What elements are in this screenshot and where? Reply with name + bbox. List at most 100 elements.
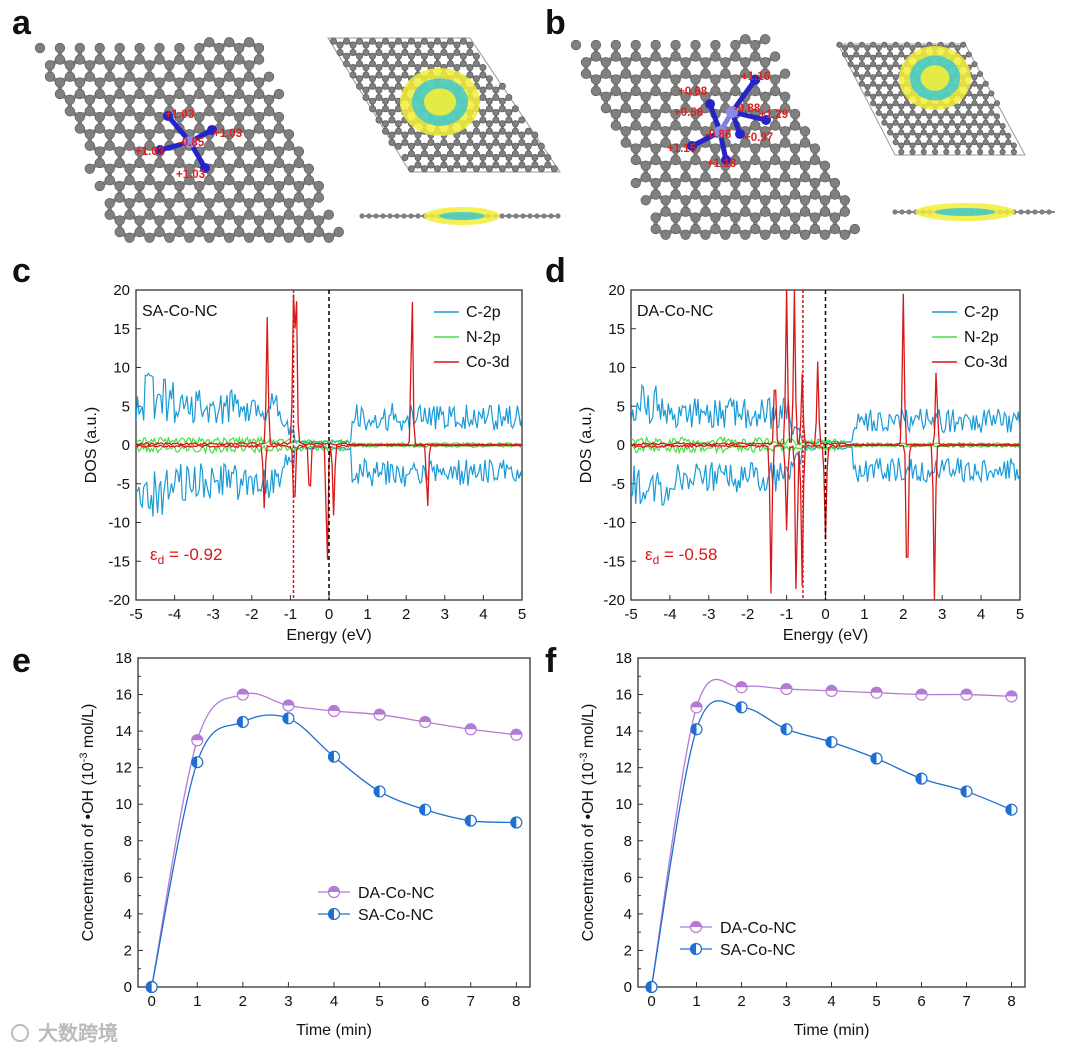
carbon-atom [174, 226, 185, 238]
carbon-atom [770, 154, 781, 166]
carbon-atom [960, 139, 967, 146]
carbon-atom [234, 157, 245, 169]
carbon-atom [590, 39, 602, 51]
y-axis-label-sup: -3 [78, 753, 90, 763]
nitrogen-atom [687, 141, 697, 151]
carbon-atom [224, 232, 235, 243]
carbon-atom [204, 198, 215, 209]
carbon-atom [293, 157, 305, 169]
carbon-atom [114, 42, 125, 54]
y-tick-label: -10 [603, 515, 625, 532]
carbon-atom [134, 88, 145, 100]
carbon-atom [94, 123, 105, 134]
carbon-atom [472, 150, 480, 158]
carbon-atom [690, 177, 701, 189]
carbon-atom [144, 175, 155, 186]
carbon-atom [892, 74, 899, 81]
carbon-atom [720, 229, 731, 240]
carbon-atom [224, 163, 235, 174]
carbon-atom [620, 57, 631, 68]
x-tick-label: -4 [663, 606, 676, 623]
carbon-atom [174, 157, 185, 169]
carbon-atom [273, 215, 285, 226]
carbon-atom [650, 51, 661, 62]
carbon-atom [114, 54, 125, 65]
carbon-atom [875, 64, 882, 71]
carbon-atom [670, 39, 681, 51]
carbon-atom [1032, 209, 1038, 215]
watermark-logo-icon [11, 1024, 29, 1042]
data-point-fill [282, 712, 289, 724]
carbon-atom [999, 148, 1006, 156]
carbon-atom [407, 142, 415, 150]
carbon-atom [154, 157, 165, 169]
carbon-atom [164, 209, 175, 220]
carbon-atom [64, 60, 76, 71]
carbon-atom [104, 106, 115, 117]
data-point-fill [510, 729, 522, 735]
carbon-atom [977, 148, 984, 156]
carbon-atom [977, 70, 984, 78]
carbon-atom [253, 123, 265, 134]
y-axis-label: Concentration of •OH (10-3 mol/L) [578, 704, 597, 942]
carbon-atom [433, 142, 441, 150]
carbon-atom [34, 42, 46, 54]
carbon-atom [870, 54, 877, 61]
carbon-atom [1010, 142, 1017, 149]
carbon-atom [903, 132, 910, 139]
carbon-atom [407, 60, 415, 68]
carbon-atom [620, 68, 631, 79]
carbon-atom [881, 113, 888, 120]
data-point-fill [871, 687, 882, 693]
carbon-atom [84, 163, 95, 174]
carbon-atom [999, 129, 1006, 136]
carbon-atom [499, 213, 505, 219]
carbon-atom [204, 140, 215, 151]
carbon-atom [253, 157, 265, 169]
data-point [510, 816, 523, 829]
carbon-atom [881, 74, 888, 81]
carbon-atom [971, 61, 978, 68]
carbon-atom [388, 109, 396, 116]
y-axis-label-main: Concentration of •OH (10 [580, 762, 597, 941]
carbon-atom [420, 52, 428, 60]
y-tick-label: 0 [122, 437, 130, 454]
carbon-atom [414, 41, 422, 49]
carbon-atom [710, 51, 721, 62]
carbon-atom [670, 120, 681, 131]
carbon-atom [414, 131, 422, 139]
carbon-atom [909, 109, 916, 117]
carbon-atom [620, 137, 631, 148]
carbon-atom [524, 165, 532, 173]
carbon-atom [988, 142, 995, 149]
carbon-atom [760, 126, 771, 137]
carbon-atom [440, 161, 448, 169]
carbon-atom [164, 94, 175, 105]
carbon-atom [498, 127, 506, 135]
carbon-atom [730, 212, 741, 223]
carbon-atom [466, 41, 474, 49]
carbon-atom [263, 232, 275, 243]
carbon-atom [1010, 148, 1017, 156]
carbon-atom [730, 177, 741, 189]
carbon-atom [809, 143, 821, 154]
carbon-atom [670, 51, 681, 62]
carbon-atom [459, 52, 467, 60]
carbon-atom [881, 54, 888, 61]
data-point-fill [691, 723, 697, 735]
carbon-atom [479, 94, 487, 101]
carbon-atom [313, 192, 324, 203]
data-point [191, 756, 204, 769]
carbon-atom [740, 172, 751, 183]
carbon-atom [375, 71, 383, 79]
carbon-atom [472, 75, 480, 83]
data-point [780, 682, 793, 696]
carbon-atom [600, 91, 612, 102]
carbon-atom [74, 54, 85, 65]
x-tick-label: 3 [284, 993, 292, 1010]
carbon-atom [780, 172, 791, 183]
carbon-atom [253, 77, 265, 88]
carbon-atom [134, 180, 145, 192]
y-axis-label-sup: -3 [578, 753, 590, 763]
carbon-atom [303, 175, 315, 186]
